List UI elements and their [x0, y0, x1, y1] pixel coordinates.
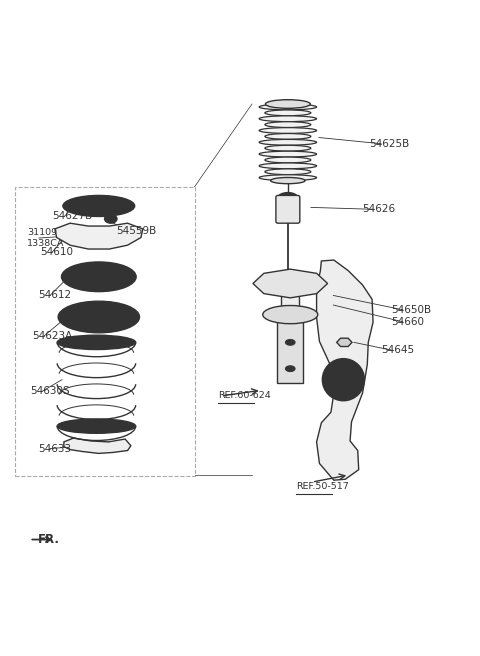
Ellipse shape: [265, 145, 311, 151]
Ellipse shape: [105, 215, 117, 223]
Text: 54627B: 54627B: [52, 211, 93, 222]
Text: 54623A: 54623A: [32, 331, 72, 341]
Ellipse shape: [58, 301, 140, 333]
Ellipse shape: [259, 140, 317, 145]
Ellipse shape: [121, 230, 129, 236]
Text: 54633: 54633: [38, 443, 71, 453]
Polygon shape: [55, 223, 143, 249]
Text: 54630S: 54630S: [30, 386, 70, 396]
Ellipse shape: [91, 233, 107, 242]
Ellipse shape: [280, 279, 301, 288]
Ellipse shape: [287, 290, 294, 294]
Polygon shape: [336, 338, 352, 346]
Ellipse shape: [331, 367, 356, 392]
Text: 54660: 54660: [391, 317, 424, 327]
Ellipse shape: [286, 340, 295, 345]
Polygon shape: [317, 260, 373, 480]
Ellipse shape: [265, 100, 310, 108]
Ellipse shape: [259, 174, 317, 180]
Bar: [277, 321, 303, 383]
Ellipse shape: [263, 306, 318, 323]
Ellipse shape: [328, 386, 333, 392]
Bar: [281, 291, 300, 325]
Ellipse shape: [286, 366, 295, 371]
Text: 54645: 54645: [381, 346, 414, 356]
Ellipse shape: [69, 230, 76, 236]
Text: 54612: 54612: [38, 291, 71, 300]
FancyBboxPatch shape: [15, 187, 194, 476]
Text: FR.: FR.: [38, 533, 60, 546]
Ellipse shape: [278, 193, 298, 202]
Ellipse shape: [75, 307, 123, 327]
Text: 54650B: 54650B: [391, 305, 431, 315]
Ellipse shape: [259, 151, 317, 157]
Ellipse shape: [63, 195, 135, 216]
Ellipse shape: [287, 273, 294, 277]
Text: 31109
1338CA: 31109 1338CA: [27, 228, 64, 248]
Text: REF.60-624: REF.60-624: [218, 392, 271, 400]
Ellipse shape: [259, 163, 317, 169]
Ellipse shape: [265, 122, 311, 127]
Text: 54559B: 54559B: [117, 226, 157, 236]
Ellipse shape: [259, 116, 317, 121]
Ellipse shape: [328, 368, 333, 373]
Ellipse shape: [265, 110, 311, 115]
Ellipse shape: [265, 157, 311, 163]
Ellipse shape: [265, 134, 311, 139]
Ellipse shape: [57, 419, 136, 434]
Ellipse shape: [346, 362, 351, 367]
FancyBboxPatch shape: [276, 195, 300, 223]
Ellipse shape: [263, 281, 270, 285]
Text: 54626: 54626: [362, 204, 395, 215]
Polygon shape: [253, 269, 327, 298]
Ellipse shape: [259, 104, 317, 110]
Ellipse shape: [108, 217, 114, 221]
Ellipse shape: [271, 178, 305, 184]
Text: REF.50-517: REF.50-517: [297, 482, 349, 491]
Ellipse shape: [346, 392, 351, 397]
Ellipse shape: [57, 335, 136, 350]
Ellipse shape: [84, 228, 113, 247]
Ellipse shape: [323, 359, 364, 401]
Polygon shape: [64, 438, 131, 453]
Text: 54625B: 54625B: [369, 138, 409, 149]
Text: 54610: 54610: [40, 247, 73, 257]
Ellipse shape: [357, 377, 361, 382]
Ellipse shape: [259, 128, 317, 133]
Ellipse shape: [61, 262, 136, 292]
Ellipse shape: [76, 268, 122, 286]
Ellipse shape: [90, 202, 108, 210]
Ellipse shape: [311, 281, 318, 285]
Ellipse shape: [265, 169, 311, 174]
